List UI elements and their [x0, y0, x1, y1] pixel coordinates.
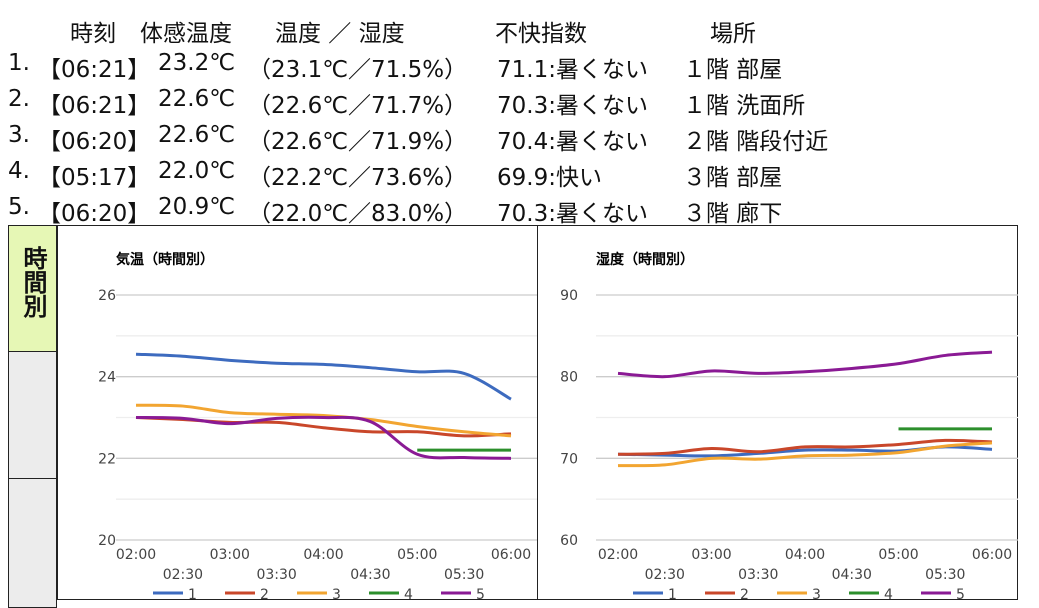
header-temp-hum: 温度 ／ 湿度 [275, 21, 405, 47]
cell-time: 【06:20】 [38, 201, 151, 227]
legend-label: 2 [260, 587, 269, 601]
y-tick-label: 70 [560, 451, 578, 467]
tab-3[interactable] [8, 478, 57, 608]
y-tick-label: 22 [98, 451, 116, 467]
cell-temp-hum: （22.6℃／71.7%） [248, 93, 468, 119]
x-tick-label: 03:30 [256, 567, 296, 583]
cell-discomfort: 71.1:暑くない [497, 57, 648, 83]
cell-feel: 23.2℃ [158, 50, 236, 76]
cell-time: 【05:17】 [38, 165, 151, 191]
cell-temp-hum: （22.6℃／71.9%） [248, 129, 468, 155]
tab-hourly[interactable]: 時間別 [8, 225, 57, 352]
cell-num: 4. [8, 158, 30, 184]
x-tick-label: 02:00 [598, 547, 638, 563]
header-feel: 体感温度 [140, 21, 232, 47]
x-tick-label: 02:30 [645, 567, 685, 583]
y-tick-label: 26 [98, 288, 116, 304]
cell-feel: 20.9℃ [158, 194, 236, 220]
header-time: 時刻 [70, 21, 116, 47]
legend-label: 4 [884, 587, 893, 601]
chart-title: 湿度（時間別） [596, 251, 694, 268]
cell-place: ３階 廊下 [683, 201, 783, 227]
cell-temp-hum: （22.0℃／83.0%） [248, 201, 468, 227]
cell-discomfort: 70.3:暑くない [497, 201, 648, 227]
temperature-chart: 気温（時間別） 20 22 24 26 02:00 02:30 03:00 03:30 04:00… [57, 225, 538, 601]
x-tick-label: 04:30 [350, 567, 390, 583]
legend-label: 3 [332, 587, 341, 601]
legend-label: 5 [476, 587, 485, 601]
series-line-1 [135, 352, 512, 401]
x-tick-label: 05:30 [925, 567, 965, 583]
x-tick-label: 05:00 [397, 547, 437, 563]
x-tick-label: 05:30 [444, 567, 484, 583]
header-discomfort: 不快指数 [495, 21, 587, 47]
cell-num: 3. [8, 122, 30, 148]
x-tick-label: 05:00 [878, 547, 918, 563]
cell-feel: 22.6℃ [158, 122, 236, 148]
header-place: 場所 [710, 21, 756, 47]
cell-place: １階 部屋 [683, 57, 783, 83]
humidity-chart: 湿度（時間別） 60 70 80 90 02:00 02:30 03:00 03:30 04:00… [537, 225, 1018, 601]
tab-hourly-label: 時間別 [19, 246, 47, 318]
cell-time: 【06:20】 [38, 129, 151, 155]
cell-discomfort: 70.4:暑くない [497, 129, 648, 155]
y-tick-label: 80 [560, 370, 578, 386]
series-line-3 [617, 441, 993, 468]
y-tick-label: 20 [98, 533, 116, 549]
series-line-5 [617, 350, 993, 379]
x-tick-label: 04:00 [785, 547, 825, 563]
x-tick-label: 02:30 [163, 567, 203, 583]
x-tick-label: 04:00 [303, 547, 343, 563]
tab-2[interactable] [8, 351, 57, 479]
y-tick-label: 24 [98, 370, 116, 386]
cell-temp-hum: （22.2℃／73.6%） [248, 165, 468, 191]
cell-discomfort: 70.3:暑くない [497, 93, 648, 119]
x-tick-label: 03:00 [691, 547, 731, 563]
chart-title: 気温（時間別） [116, 251, 214, 268]
series-line-5 [135, 415, 512, 460]
cell-discomfort: 69.9:快い [497, 165, 602, 191]
series-line-2 [617, 438, 993, 456]
legend-label: 1 [188, 587, 197, 601]
cell-place: ２階 階段付近 [683, 129, 829, 155]
y-tick-label: 60 [560, 533, 578, 549]
y-tick-label: 90 [560, 288, 578, 304]
cell-temp-hum: （23.1℃／71.5%） [248, 57, 468, 83]
x-tick-label: 03:30 [738, 567, 778, 583]
cell-num: 1. [8, 50, 30, 76]
legend-label: 1 [668, 587, 677, 601]
cell-place: １階 洗面所 [683, 93, 806, 119]
cell-num: 2. [8, 86, 30, 112]
x-tick-label: 02:00 [116, 547, 156, 563]
legend-label: 4 [404, 587, 413, 601]
legend-label: 5 [956, 587, 965, 601]
cell-place: ３階 部屋 [683, 165, 783, 191]
cell-feel: 22.6℃ [158, 86, 236, 112]
cell-feel: 22.0℃ [158, 158, 236, 184]
x-tick-label: 03:00 [210, 547, 250, 563]
cell-time: 【06:21】 [38, 57, 151, 83]
legend-label: 3 [812, 587, 821, 601]
legend-label: 2 [740, 587, 749, 601]
x-tick-label: 06:00 [972, 547, 1012, 563]
x-tick-label: 04:30 [832, 567, 872, 583]
cell-time: 【06:21】 [38, 93, 151, 119]
series-line-3 [135, 403, 512, 438]
x-tick-label: 06:00 [491, 547, 531, 563]
cell-num: 5. [8, 194, 30, 220]
